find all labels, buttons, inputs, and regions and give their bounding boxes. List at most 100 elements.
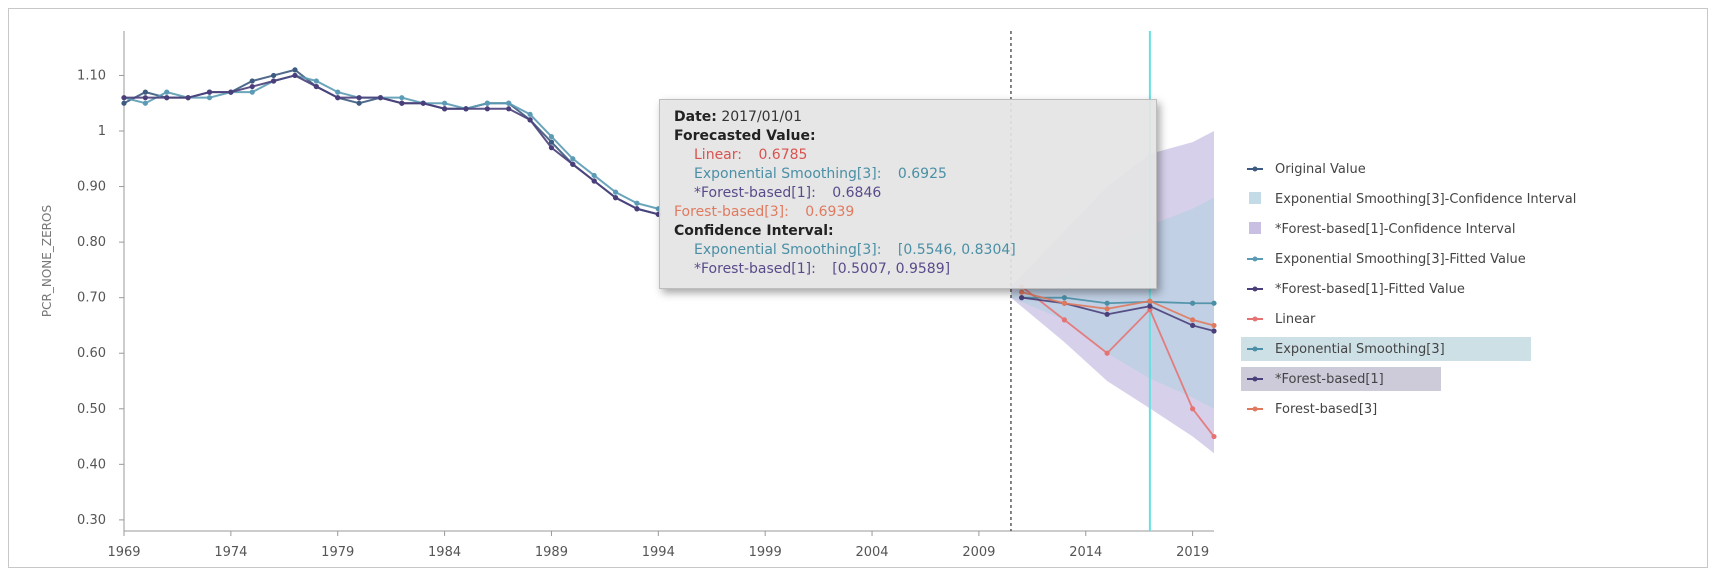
fb3-forecast-line <box>1021 291 1215 327</box>
x-tick-label: 2009 <box>962 545 995 560</box>
tooltip-es-ci-value: [0.5546, 0.8304] <box>897 242 1016 258</box>
es-fitted-point <box>335 89 341 95</box>
fb-fitted-point <box>249 83 255 90</box>
linear-point <box>1190 406 1196 412</box>
linear-point <box>1061 317 1067 323</box>
chart-frame: 0.30 0.40 0.50 0.60 0.70 0.80 0.90 1 1.10 1969 197… <box>8 8 1708 568</box>
es-fitted-point <box>206 95 213 101</box>
fb3-forecast-point <box>1147 298 1153 304</box>
legend-label: Exponential Smoothing[3] <box>1275 342 1445 357</box>
legend-label: Original Value <box>1275 162 1366 177</box>
tooltip-es-label: Exponential Smoothing[3]: <box>694 166 882 182</box>
es-forecast-point <box>1104 300 1110 306</box>
legend-highlight <box>1241 367 1441 391</box>
fb1-forecast-point <box>1190 322 1196 329</box>
x-tick-label: 2014 <box>1069 545 1102 560</box>
x-tick-label: 1999 <box>749 545 782 560</box>
fb-fitted-point <box>164 95 170 101</box>
es-fitted-point <box>591 172 597 179</box>
original-point <box>271 72 277 79</box>
y-tick-label: 0.70 <box>77 291 106 306</box>
x-tick-label: 1994 <box>642 545 675 560</box>
tooltip-fb1-ci-label: *Forest-based[1]: <box>694 261 816 277</box>
fb-fitted-point <box>228 89 234 95</box>
fb1-forecast-point <box>1019 295 1025 301</box>
fb-fitted-point <box>570 161 576 167</box>
tooltip-es-ci-label: Exponential Smoothing[3]: <box>694 242 882 258</box>
es-forecast-line <box>1021 296 1214 305</box>
original-point <box>548 139 555 145</box>
legend-label: *Forest-based[1]-Confidence Interval <box>1275 222 1515 237</box>
legend-swatch-dot <box>1252 286 1258 292</box>
es-forecast-point <box>1061 295 1067 301</box>
x-tick-label: 2019 <box>1176 545 1209 560</box>
y-tick-label: 0.80 <box>77 235 106 250</box>
fb-fitted-point <box>612 195 619 201</box>
fb-fitted-point <box>206 89 213 95</box>
fb3-forecast-point <box>1211 322 1217 329</box>
x-tick-label: 2004 <box>855 545 888 560</box>
fb-fitted-line <box>124 74 659 216</box>
legend-label: Linear <box>1275 312 1316 327</box>
original-point <box>249 78 255 84</box>
es-fitted-point <box>634 200 640 206</box>
fb-fitted-point <box>548 145 555 151</box>
es-forecast-point <box>1211 300 1217 306</box>
legend-swatch-dot <box>1252 376 1258 382</box>
tooltip-es-value: 0.6925 <box>897 166 947 182</box>
es-fitted-point <box>164 89 170 95</box>
legend-swatch <box>1249 192 1261 204</box>
fb3-forecast-point <box>1019 289 1025 295</box>
es-fitted-point <box>527 111 533 117</box>
tooltip-linear-value: 0.6785 <box>758 147 808 163</box>
legend-label: *Forest-based[1] <box>1275 372 1384 387</box>
y-tick-label: 1.10 <box>77 68 106 83</box>
fb-fitted-point <box>441 106 448 112</box>
tooltip-date-label: Date: <box>674 109 717 125</box>
x-tick-label: 1979 <box>321 545 354 560</box>
chart-tooltip: Date: 2017/01/01 Forecasted Value: Linea… <box>659 99 1157 289</box>
y-tick-label: 1 <box>98 124 106 139</box>
tooltip-date-value: 2017/01/01 <box>721 109 803 125</box>
fb-fitted-point <box>377 95 384 101</box>
fb-fitted-point <box>356 95 362 101</box>
fb-fitted-point <box>420 100 426 106</box>
fb3-forecast-point <box>1104 306 1110 312</box>
es-fitted-point <box>142 100 148 106</box>
fb-fitted-point <box>463 106 469 112</box>
fb-fitted-point <box>506 106 512 112</box>
tooltip-ci-header: Confidence Interval: <box>674 223 834 239</box>
y-axis-label: PCR_NONE_ZEROS <box>40 205 54 317</box>
linear-point <box>1104 350 1110 356</box>
es-fitted-point <box>313 78 319 84</box>
x-tick-label: 1969 <box>107 545 140 560</box>
tooltip-fb1-ci-value: [0.5007, 0.9589] <box>832 261 951 277</box>
original-point <box>356 100 362 106</box>
fb-fitted-point <box>271 78 277 84</box>
legend-swatch-dot <box>1252 346 1258 352</box>
es-fitted-point <box>399 95 405 101</box>
fb-fitted-point <box>591 178 597 184</box>
fb1-forecast-point <box>1211 328 1217 334</box>
fb-fitted-point <box>313 83 319 90</box>
es-fitted-point <box>570 156 576 162</box>
tooltip-fb3-value: 0.6939 <box>805 204 855 220</box>
fb-fitted-point <box>527 117 533 123</box>
fb1-forecast-point <box>1104 311 1110 317</box>
fb-fitted-point <box>185 95 191 101</box>
original-point <box>292 67 298 73</box>
legend-swatch-dot <box>1252 166 1258 172</box>
x-tick-label: 1989 <box>535 545 568 560</box>
es-fitted-point <box>484 100 490 106</box>
chart-svg: 0.30 0.40 0.50 0.60 0.70 0.80 0.90 1 1.10 1969 197… <box>40 31 1576 560</box>
es-fitted-point <box>506 100 512 106</box>
y-tick-label: 0.30 <box>77 513 106 528</box>
y-tick-label: 0.40 <box>77 457 106 472</box>
legend-swatch-dot <box>1252 316 1258 322</box>
fb-fitted-point <box>399 100 405 106</box>
tooltip-linear-label: Linear: <box>694 147 742 163</box>
x-tick-label: 1974 <box>214 545 247 560</box>
tooltip-fb1-label: *Forest-based[1]: <box>694 185 816 201</box>
es-fitted-point <box>548 133 555 140</box>
legend-label: Exponential Smoothing[3]-Fitted Value <box>1275 252 1526 267</box>
